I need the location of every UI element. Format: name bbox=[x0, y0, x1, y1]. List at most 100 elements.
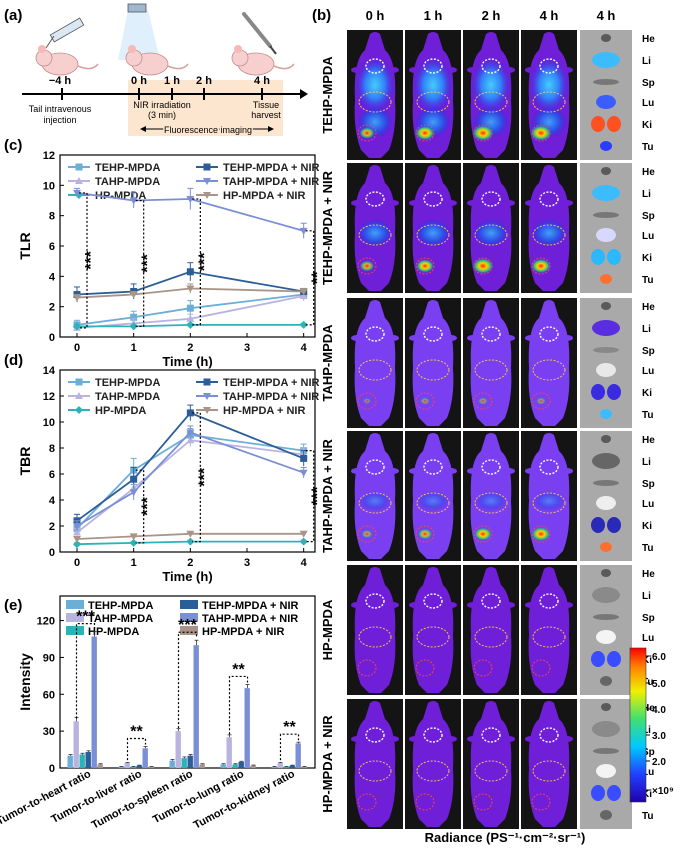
mouse-paw bbox=[503, 736, 515, 742]
mouse-paw bbox=[409, 468, 421, 474]
mouse-body bbox=[354, 567, 396, 693]
mouse-icon bbox=[231, 45, 295, 76]
data-point bbox=[186, 409, 194, 417]
mouse-paw bbox=[409, 200, 421, 206]
organ-image bbox=[580, 298, 632, 428]
organ-label: Lu bbox=[642, 633, 654, 644]
series-line bbox=[76, 287, 304, 299]
roi-heart bbox=[423, 326, 443, 342]
bar bbox=[175, 731, 181, 768]
roi-liver bbox=[532, 224, 566, 246]
tumor-signal bbox=[471, 257, 495, 275]
mouse-image bbox=[347, 699, 403, 829]
mouse-paw bbox=[445, 736, 457, 742]
organ-label: Sp bbox=[642, 78, 655, 89]
data-point bbox=[299, 469, 308, 477]
legend-label: TEHP-MPDA + NIR bbox=[223, 377, 320, 389]
legend-label: TAHP-MPDA bbox=[88, 613, 153, 625]
mouse-paw bbox=[351, 200, 363, 206]
mouse-paw bbox=[387, 335, 399, 341]
x-tick-label: 0 bbox=[74, 557, 80, 569]
y-tick-label: 120 bbox=[37, 616, 55, 628]
legend-label: HP-MPDA bbox=[88, 626, 139, 638]
mouse-image bbox=[521, 163, 577, 293]
x-tick-label: 3 bbox=[244, 557, 250, 569]
roi-liver bbox=[358, 359, 392, 381]
mouse-image bbox=[347, 565, 403, 695]
mouse-paw bbox=[387, 468, 399, 474]
mouse-body bbox=[528, 567, 570, 693]
roi-tumor bbox=[473, 392, 493, 410]
series-line bbox=[76, 431, 304, 527]
y-tick-label: 4 bbox=[49, 495, 56, 507]
mouse-paw bbox=[467, 602, 479, 608]
legend-label: HP-MPDA + NIR bbox=[202, 626, 284, 638]
organ-tu bbox=[600, 409, 612, 419]
x-tick-label: 1 bbox=[131, 342, 137, 354]
colorbar-label: Radiance (PS⁻¹·cm⁻²·sr⁻¹) bbox=[425, 830, 586, 845]
data-point bbox=[186, 304, 194, 312]
roi-tumor bbox=[415, 793, 435, 811]
tumor-signal bbox=[419, 396, 431, 406]
legend-marker bbox=[75, 406, 83, 414]
bar bbox=[238, 761, 244, 768]
mouse-paw bbox=[467, 200, 479, 206]
organ-label: Ki bbox=[642, 789, 652, 800]
bar bbox=[226, 737, 232, 768]
organ-kidney bbox=[607, 651, 621, 667]
panel-label: (e) bbox=[4, 597, 22, 614]
body-signal bbox=[415, 219, 451, 247]
time-header: 2 h bbox=[482, 8, 501, 23]
mouse-paw bbox=[351, 736, 363, 742]
bar bbox=[199, 764, 205, 768]
mouse-body bbox=[412, 300, 454, 426]
organ-he bbox=[601, 167, 611, 175]
y-tick-label: 10 bbox=[43, 417, 55, 429]
significance-label: *** bbox=[76, 609, 95, 626]
significance-bracket bbox=[177, 631, 198, 729]
tumor-signal bbox=[471, 124, 495, 142]
mouse-paw bbox=[351, 335, 363, 341]
roi-tumor bbox=[531, 659, 551, 677]
significance-label: ** bbox=[232, 661, 245, 678]
organ-label: Tu bbox=[642, 142, 653, 153]
mouse-image bbox=[463, 565, 519, 695]
group-label: HP-MPDA + NIR bbox=[320, 715, 335, 813]
roi-liver bbox=[416, 626, 450, 648]
roi-tumor bbox=[357, 793, 377, 811]
group-label: TEHP-MPDA + NIR bbox=[320, 170, 335, 285]
roi-liver bbox=[358, 492, 392, 514]
organ-kidney bbox=[591, 517, 605, 533]
panel-a-label: (a) bbox=[4, 7, 22, 24]
timeline-arrowhead bbox=[300, 89, 308, 99]
roi-tumor bbox=[415, 659, 435, 677]
time-header: 4 h bbox=[540, 8, 559, 23]
mouse-body bbox=[528, 701, 570, 827]
tumor-signal bbox=[359, 260, 375, 272]
roi-tumor bbox=[357, 525, 377, 543]
mouse-paw bbox=[409, 335, 421, 341]
bar bbox=[232, 764, 238, 768]
mouse-paw bbox=[561, 200, 573, 206]
organ-lu bbox=[596, 630, 616, 644]
tumor-signal bbox=[530, 526, 552, 542]
roi-liver bbox=[416, 224, 450, 246]
roi-liver bbox=[474, 760, 508, 782]
body-signal bbox=[475, 491, 507, 511]
tumor-signal bbox=[417, 528, 433, 540]
legend-marker bbox=[203, 163, 211, 171]
organ-image bbox=[580, 565, 632, 695]
legend-marker bbox=[75, 163, 83, 171]
bar bbox=[220, 764, 226, 768]
category-label: Tumor-to-heart ratio bbox=[0, 768, 93, 828]
organ-lu bbox=[596, 228, 616, 242]
body-signal bbox=[471, 57, 511, 113]
legend-label: TAHP-MPDA bbox=[95, 176, 160, 188]
tumor-signal bbox=[473, 526, 493, 542]
data-point bbox=[299, 288, 308, 296]
data-point bbox=[129, 538, 138, 547]
imaging-window bbox=[128, 80, 283, 136]
mouse-image bbox=[521, 431, 577, 561]
mouse-image bbox=[463, 163, 519, 293]
bar bbox=[277, 763, 283, 768]
